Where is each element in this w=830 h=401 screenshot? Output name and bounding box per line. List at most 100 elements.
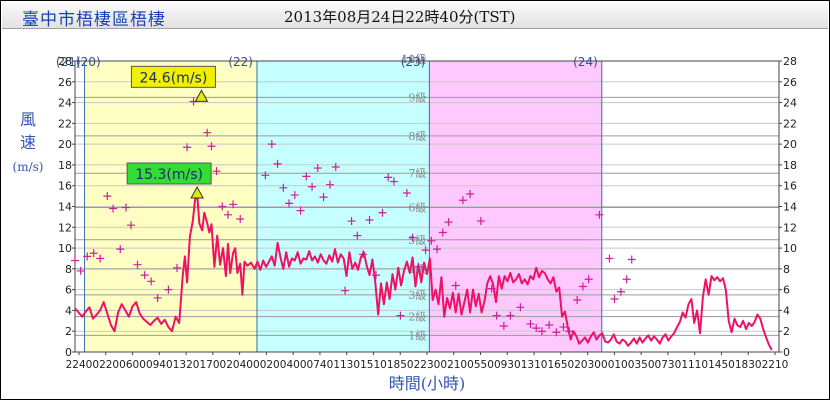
- y-tick-label-left: 4: [65, 304, 72, 317]
- station-name: 臺中市梧棲區梧棲: [22, 10, 166, 30]
- x-tick-label: 0600: [119, 359, 146, 371]
- x-tick-label: 0730: [655, 359, 682, 371]
- gust-point: [229, 200, 238, 209]
- y-tick-label-right: 24: [783, 97, 797, 110]
- beaufort-label: 7級: [408, 167, 426, 180]
- gust-point: [140, 271, 149, 280]
- gust-point: [173, 263, 182, 272]
- y-tick-label-left: 20: [58, 138, 72, 151]
- y-tick-label-left: 2: [65, 325, 72, 338]
- gust-point: [261, 171, 270, 180]
- beaufort-label: 2級: [408, 311, 426, 324]
- gust-point: [207, 142, 216, 151]
- y-tick-label-left: 16: [58, 180, 72, 193]
- gust-point: [267, 140, 276, 149]
- x-tick-label: 0400: [280, 359, 307, 371]
- x-axis-title: 時間(小時): [389, 374, 466, 393]
- gust-point: [389, 177, 398, 186]
- gust-point: [236, 214, 245, 223]
- gust-point: [147, 277, 156, 286]
- gust-point: [302, 172, 311, 181]
- gust-point: [408, 233, 417, 242]
- y-tick-label-right: 22: [783, 117, 797, 130]
- x-tick-label: 1310: [521, 359, 548, 371]
- gust-point: [279, 183, 288, 192]
- wind-max-label: 15.3(m/s): [135, 167, 203, 183]
- gust-point: [466, 190, 475, 199]
- gust-point: [516, 303, 525, 312]
- gust-point: [371, 271, 380, 280]
- gust-point: [71, 256, 79, 265]
- gust-point: [451, 281, 460, 290]
- gust-point: [103, 192, 112, 201]
- observation-timestamp: 2013年08月24日22時40分(TST): [284, 8, 516, 26]
- gust-max-marker: [194, 89, 209, 102]
- y-tick-label-left: 14: [58, 201, 72, 214]
- gust-point: [127, 221, 136, 230]
- gust-point: [133, 260, 142, 269]
- gust-point: [365, 216, 374, 225]
- wind-max-box: [126, 162, 212, 185]
- day-label: (23): [401, 55, 426, 69]
- gust-point: [122, 203, 131, 212]
- gust-point: [353, 231, 362, 240]
- gust-point: [89, 249, 98, 258]
- beaufort-label: 5級: [408, 234, 426, 247]
- gust-point: [552, 328, 561, 337]
- x-tick-label: 1650: [547, 359, 574, 371]
- day-label: (20): [76, 55, 101, 69]
- gust-point: [285, 199, 294, 208]
- x-tick-label: 0550: [467, 359, 494, 371]
- gust-max-label: 24.6(m/s): [140, 70, 208, 86]
- day-label: (24): [573, 55, 598, 69]
- x-tick-label: 2210: [762, 359, 789, 371]
- gust-point: [532, 324, 541, 333]
- day-label: (22): [228, 55, 253, 69]
- beaufort-label: 6級: [408, 202, 426, 215]
- gust-point: [153, 293, 162, 302]
- gust-point: [402, 188, 411, 197]
- x-tick-label: 0740: [307, 359, 334, 371]
- y-tick-label-right: 12: [783, 221, 797, 234]
- gust-point: [331, 163, 340, 172]
- gust-point: [183, 143, 192, 152]
- gust-point: [313, 164, 322, 173]
- beaufort-label: 10級: [401, 53, 426, 66]
- beaufort-label: 1級: [408, 329, 426, 342]
- gust-point: [290, 191, 299, 200]
- gust-point: [83, 252, 92, 261]
- x-tick-label: 2240: [66, 359, 93, 371]
- gust-point: [458, 196, 467, 205]
- beaufort-label: 3級: [408, 289, 426, 302]
- y-tick-label-left: 10: [58, 242, 72, 255]
- gust-point: [433, 245, 442, 254]
- y-tick-label-left: 0: [65, 346, 72, 359]
- beaufort-label: 9級: [408, 91, 426, 104]
- gust-point: [384, 173, 393, 182]
- x-tick-label: 2230: [414, 359, 441, 371]
- y-tick-label-right: 14: [783, 201, 797, 214]
- x-tick-label: 1320: [173, 359, 200, 371]
- gust-point: [273, 159, 282, 168]
- x-tick-label: 1830: [735, 359, 762, 371]
- gust-point: [492, 311, 501, 320]
- gust-point: [627, 255, 636, 264]
- y-tick-label-right: 4: [783, 304, 790, 317]
- gust-point: [76, 266, 85, 275]
- y-tick-label-left: 28: [58, 55, 72, 68]
- gust-point: [347, 217, 356, 226]
- gust-point: [438, 228, 447, 237]
- gust-point: [341, 286, 350, 295]
- x-tick-label: 1700: [199, 359, 226, 371]
- wind-speed-line: [74, 192, 773, 351]
- gust-point: [610, 294, 619, 303]
- x-tick-label: 0220: [92, 359, 119, 371]
- y-tick-label-left: 8: [65, 263, 72, 276]
- gust-point: [622, 275, 631, 284]
- y-tick-label-left: 12: [58, 221, 72, 234]
- beaufort-label: 8級: [408, 130, 426, 143]
- y-tick-label-right: 26: [783, 76, 797, 89]
- gust-point: [218, 202, 227, 211]
